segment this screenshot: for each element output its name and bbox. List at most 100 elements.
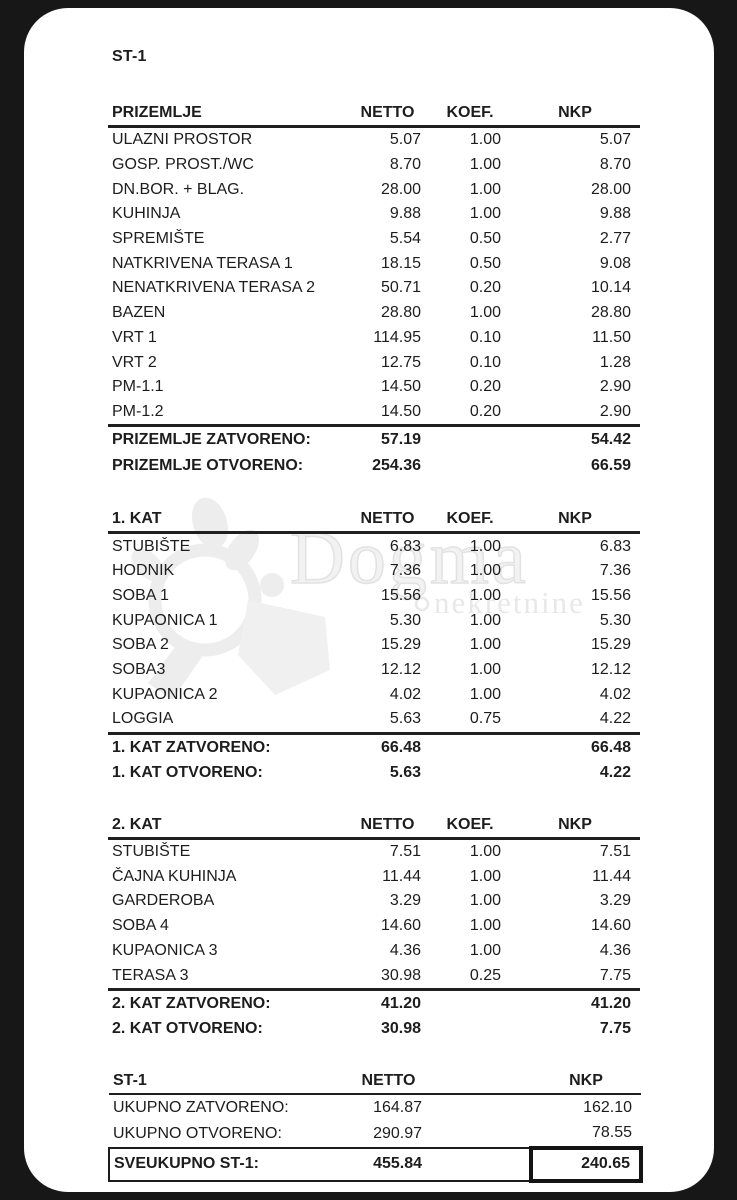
nkp-value: 7.36 xyxy=(599,562,631,580)
column-header-koef: KOEF. xyxy=(430,809,510,840)
dogma-subtitle-text: nekretnine xyxy=(434,585,585,620)
totals-netto-value: 5.63 xyxy=(389,764,421,781)
netto-value: 7.36 xyxy=(389,562,421,580)
koef-value: 1.00 xyxy=(469,586,501,604)
summary-netto-value: 164.87 xyxy=(373,1098,422,1116)
room-label: HODNIK xyxy=(112,562,175,580)
netto-value: 5.54 xyxy=(389,230,421,248)
netto-value: 5.30 xyxy=(389,611,421,629)
table-row: VRT 2 12.75 0.10 1.28 xyxy=(108,350,640,375)
nkp-value: 3.29 xyxy=(599,892,631,910)
totals-label: 1. KAT OTVORENO: xyxy=(112,764,263,781)
room-label: SPREMIŠTE xyxy=(112,230,205,248)
room-label: NATKRIVENA TERASA 1 xyxy=(112,254,293,272)
table-row: NENATKRIVENA TERASA 2 50.71 0.20 10.14 xyxy=(108,276,640,301)
room-label: SOBA3 xyxy=(112,661,166,679)
section-header: 1. KAT xyxy=(108,504,345,535)
koef-value: 1.00 xyxy=(469,156,501,174)
netto-value: 14.50 xyxy=(380,402,421,420)
koef-value: 0.20 xyxy=(469,402,501,420)
table-row: KUPAONICA 3 4.36 1.00 4.36 xyxy=(108,939,640,964)
netto-value: 15.29 xyxy=(380,636,421,654)
grand-total-label: SVEUKUPNO ST-1: xyxy=(108,1146,346,1182)
koef-value: 1.00 xyxy=(469,205,501,223)
column-header-nkp: NKP xyxy=(510,809,640,840)
room-label: ULAZNI PROSTOR xyxy=(112,131,253,149)
totals-nkp-value: 7.75 xyxy=(599,1020,631,1038)
section-header: ST-1 xyxy=(109,1065,346,1095)
table-kat1: 1. KAT NETTO KOEF. NKP STUBIŠTE 6.83 1.00 6… xyxy=(108,504,640,786)
netto-value: 12.75 xyxy=(380,353,421,371)
section-header: PRIZEMLJE xyxy=(108,98,345,128)
room-label: DN.BOR. + BLAG. xyxy=(112,180,245,198)
table-row: GOSP. PROST./WC 8.70 1.00 8.70 xyxy=(108,153,640,178)
nkp-value: 15.29 xyxy=(590,636,631,654)
nkp-value: 14.60 xyxy=(590,917,631,935)
summary-row: UKUPNO ZATVORENO: 164.87 162.10 xyxy=(109,1094,641,1121)
totals-label: 1. KAT ZATVORENO: xyxy=(108,731,345,761)
document-page: Dogma nekretnine ST-1 PRIZEMLJE NETTO KO… xyxy=(24,8,714,1192)
table-row: DN.BOR. + BLAG. 28.00 1.00 28.00 xyxy=(108,177,640,202)
totals-label: PRIZEMLJE ZATVORENO: xyxy=(108,424,345,453)
summary-label: UKUPNO ZATVORENO: xyxy=(113,1098,289,1116)
totals-row: PRIZEMLJE ZATVORENO: 57.19 54.42 xyxy=(108,424,640,453)
koef-value: 1.00 xyxy=(469,180,501,198)
table-row: BAZEN 28.80 1.00 28.80 xyxy=(108,301,640,326)
koef-value: 1.00 xyxy=(469,843,501,861)
nkp-value: 15.56 xyxy=(590,586,631,604)
column-header-netto: NETTO xyxy=(346,1065,431,1095)
nkp-value: 8.70 xyxy=(599,156,631,174)
table-row: PM-1.2 14.50 0.20 2.90 xyxy=(108,400,640,426)
column-header-nkp: NKP xyxy=(510,504,640,535)
koef-value: 1.00 xyxy=(469,131,501,149)
room-label: ČAJNA KUHINJA xyxy=(112,867,237,885)
netto-value: 5.63 xyxy=(389,710,421,728)
empty-cell xyxy=(430,731,510,761)
nkp-value: 5.30 xyxy=(599,611,631,629)
koef-value: 1.00 xyxy=(469,867,501,885)
table-row: TERASA 3 30.98 0.25 7.75 xyxy=(108,963,640,989)
column-header-nkp: NKP xyxy=(510,98,640,128)
netto-value: 14.60 xyxy=(380,917,421,935)
empty-cell xyxy=(430,453,510,479)
table-row: STUBIŠTE 6.83 1.00 6.83 xyxy=(108,533,640,559)
column-header-koef: KOEF. xyxy=(430,504,510,535)
nkp-value: 4.22 xyxy=(599,710,631,728)
empty-cell xyxy=(431,1120,531,1148)
table-row: SPREMIŠTE 5.54 0.50 2.77 xyxy=(108,227,640,252)
table-row: ČAJNA KUHINJA 11.44 1.00 11.44 xyxy=(108,864,640,889)
totals-label: 2. KAT ZATVORENO: xyxy=(108,987,345,1017)
table-row: VRT 1 114.95 0.10 11.50 xyxy=(108,326,640,351)
nkp-value: 5.07 xyxy=(599,131,631,149)
table-row: SOBA 1 15.56 1.00 15.56 xyxy=(108,584,640,609)
nkp-value: 11.44 xyxy=(592,867,631,885)
netto-value: 15.56 xyxy=(380,586,421,604)
koef-value: 1.00 xyxy=(469,562,501,580)
table-row: SOBA 2 15.29 1.00 15.29 xyxy=(108,633,640,658)
room-label: VRT 1 xyxy=(112,328,157,346)
table-summary: ST-1 NETTO NKP UKUPNO ZATVORENO: 164.87 16… xyxy=(108,1065,643,1183)
koef-value: 0.20 xyxy=(469,279,501,297)
column-header-netto: NETTO xyxy=(345,504,430,535)
totals-netto-value: 66.48 xyxy=(345,731,430,761)
koef-value: 1.00 xyxy=(469,685,501,703)
koef-value: 0.20 xyxy=(469,378,501,396)
empty-cell xyxy=(430,760,510,786)
totals-nkp-value: 54.42 xyxy=(510,424,640,453)
netto-value: 9.88 xyxy=(389,205,421,223)
nkp-value: 1.28 xyxy=(599,353,631,371)
room-label: SOBA 1 xyxy=(112,586,169,604)
table-kat2: 2. KAT NETTO KOEF. NKP STUBIŠTE 7.51 1.00 7… xyxy=(108,809,640,1042)
empty-cell xyxy=(430,1016,510,1042)
dogma-bullet-icon xyxy=(414,596,430,612)
nkp-value: 12.12 xyxy=(590,661,631,679)
table-row: SOBA 4 14.60 1.00 14.60 xyxy=(108,914,640,939)
totals-netto-value: 30.98 xyxy=(380,1020,421,1038)
koef-value: 1.00 xyxy=(469,537,501,555)
empty-cell xyxy=(430,424,510,453)
nkp-value: 9.88 xyxy=(599,205,631,223)
totals-netto-value: 57.19 xyxy=(345,424,430,453)
section-header: 2. KAT xyxy=(108,809,345,840)
summary-nkp-value: 78.55 xyxy=(591,1124,632,1142)
nkp-value: 7.75 xyxy=(599,966,631,984)
